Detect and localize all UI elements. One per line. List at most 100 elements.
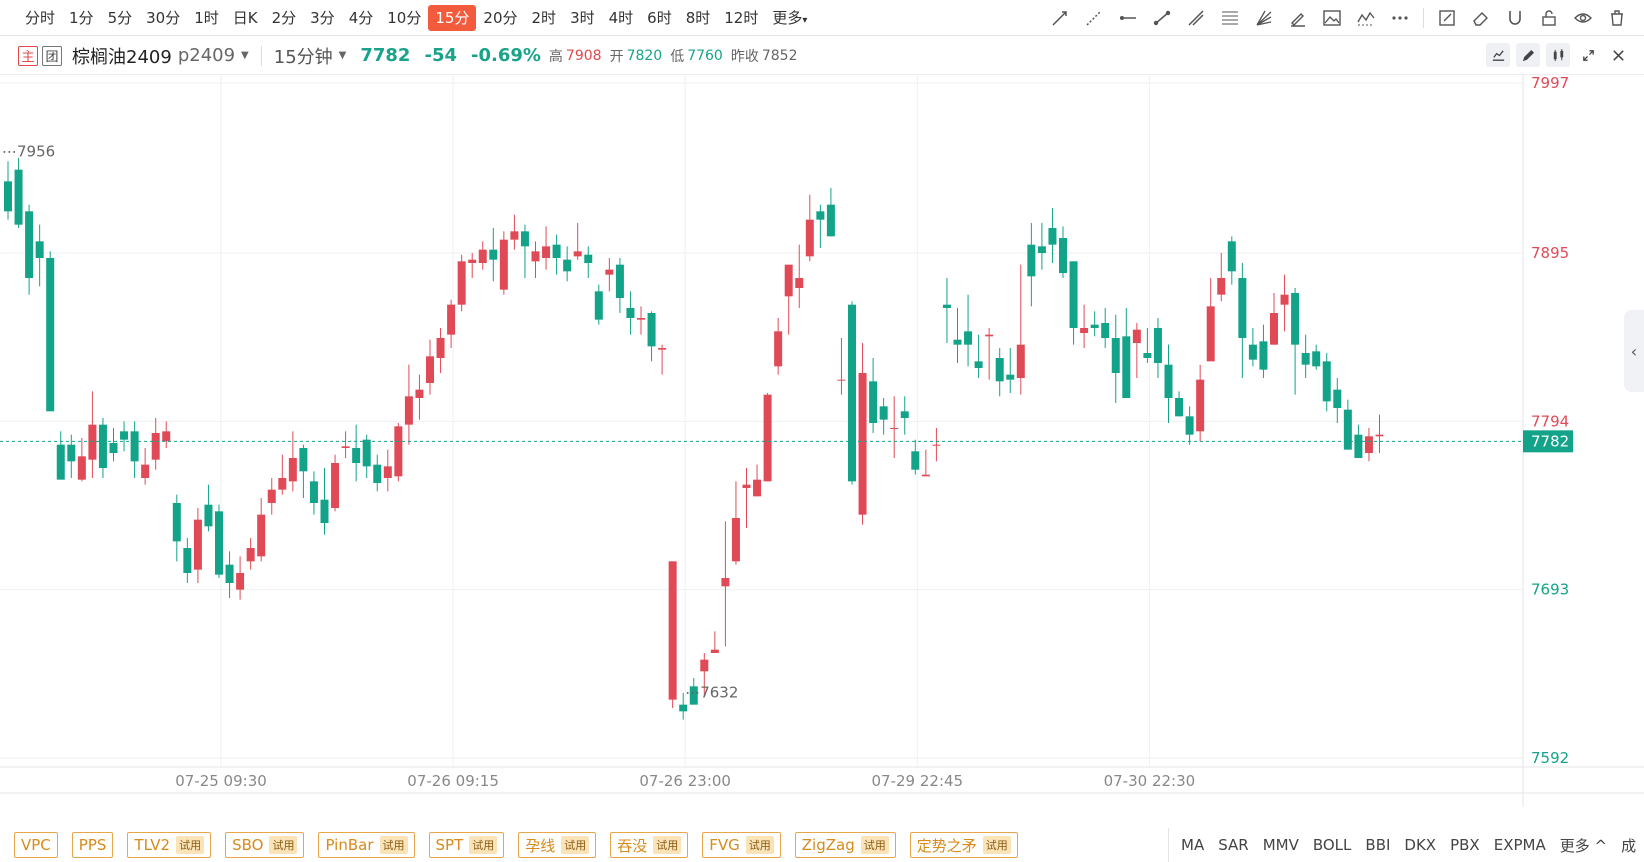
indicator-std[interactable]: BOLL <box>1312 836 1352 854</box>
period-14[interactable]: 4时 <box>608 8 634 27</box>
indicator-chip[interactable]: SBO 试用 <box>225 832 305 858</box>
lock-icon[interactable] <box>1538 7 1560 29</box>
candle <box>605 258 614 292</box>
candle-body <box>193 519 202 570</box>
candle-body <box>710 649 719 653</box>
expand-icon[interactable] <box>1576 43 1600 67</box>
indicator-std[interactable]: EXPMA <box>1493 836 1546 854</box>
candle-body <box>953 339 962 345</box>
indicator-chip[interactable]: SPT 试用 <box>428 832 505 858</box>
x-tick-label: 07-29 22:45 <box>872 772 964 790</box>
candle-body <box>658 348 667 350</box>
indicator-std[interactable]: MMV <box>1262 836 1299 854</box>
indicator-std[interactable]: 成 <box>1621 836 1637 855</box>
wave-icon[interactable] <box>1355 7 1377 29</box>
eraser-icon[interactable] <box>1470 7 1492 29</box>
symbol-dropdown-icon[interactable]: ▼ <box>241 50 249 61</box>
group-tag[interactable]: 团 <box>42 45 62 66</box>
symbol-code[interactable]: p2409 <box>177 45 236 66</box>
period-8[interactable]: 4分 <box>348 8 374 27</box>
candle-body <box>985 334 994 337</box>
brush-icon[interactable] <box>1287 7 1309 29</box>
period-18[interactable]: 更多▾ <box>772 8 808 27</box>
candle <box>278 454 287 495</box>
indicator-std[interactable]: BBI <box>1365 836 1391 854</box>
period-6[interactable]: 2分 <box>271 8 297 27</box>
edit-icon[interactable] <box>1516 43 1540 67</box>
magnet-icon[interactable] <box>1504 7 1526 29</box>
period-13[interactable]: 3时 <box>570 8 595 27</box>
trial-badge: 试用 <box>269 836 298 854</box>
period-17[interactable]: 12时 <box>724 8 759 27</box>
period-1[interactable]: 1分 <box>69 8 94 27</box>
period-4[interactable]: 1时 <box>194 8 219 27</box>
candle-body <box>1164 364 1173 398</box>
indicator-chip[interactable]: PPS <box>71 832 114 858</box>
candle-body <box>763 394 772 482</box>
note-icon[interactable] <box>1436 7 1458 29</box>
period-0[interactable]: 分时 <box>25 8 56 27</box>
period-9[interactable]: 10分 <box>387 8 422 27</box>
period-7[interactable]: 3分 <box>310 8 335 27</box>
indicator-chip[interactable]: 孕线 试用 <box>518 832 597 858</box>
candle-body <box>805 219 814 257</box>
indicator-chip[interactable]: ZigZag 试用 <box>794 832 896 858</box>
indicator-std[interactable]: MA <box>1181 836 1205 854</box>
fibonacci-icon[interactable] <box>1219 7 1241 29</box>
candle <box>1175 391 1184 417</box>
indicator-name: PinBar <box>325 836 374 854</box>
segment-line-icon[interactable] <box>1151 7 1173 29</box>
close-icon[interactable] <box>1606 43 1630 67</box>
period-15[interactable]: 6时 <box>647 8 672 27</box>
candle-body <box>563 259 572 272</box>
indicator-std[interactable]: SAR <box>1218 836 1249 854</box>
horizontal-line-icon[interactable] <box>1117 7 1139 29</box>
period-5[interactable]: 日K <box>232 8 258 27</box>
candle <box>1364 428 1373 462</box>
candle-body <box>1027 244 1036 277</box>
chart-type-icon[interactable] <box>1486 43 1510 67</box>
more-dots-icon[interactable] <box>1389 7 1411 29</box>
trend-line-icon[interactable] <box>1049 7 1071 29</box>
side-panel-toggle[interactable]: ‹ <box>1624 310 1644 392</box>
indicator-chip[interactable]: 定势之矛 试用 <box>909 832 1018 858</box>
interval-dropdown-icon[interactable]: ▼ <box>338 50 347 61</box>
chevron-left-icon: ‹ <box>1630 341 1638 361</box>
indicator-chip[interactable]: PinBar 试用 <box>318 832 415 858</box>
candle <box>510 214 519 250</box>
candle-body <box>35 241 44 258</box>
candle <box>1291 288 1300 395</box>
indicator-chip[interactable]: FVG 试用 <box>702 832 781 858</box>
period-11[interactable]: 20分 <box>483 8 518 27</box>
price-change-pct: -0.69% <box>471 45 541 66</box>
indicator-chip[interactable]: 吞没 试用 <box>610 832 689 858</box>
candle <box>98 418 107 478</box>
period-10[interactable]: 15分 <box>428 4 477 31</box>
fan-icon[interactable] <box>1253 7 1275 29</box>
indicator-std[interactable]: DKX <box>1404 836 1437 854</box>
indicator-std[interactable]: PBX <box>1450 836 1480 854</box>
candlestick-chart[interactable]: ⋯7956 ⋯7632 7997 7895 7794 7693 7592 7782 07-25… <box>0 75 1644 807</box>
settings-icon[interactable] <box>1546 43 1570 67</box>
candle <box>1343 399 1352 450</box>
period-12[interactable]: 2时 <box>531 8 557 27</box>
period-3[interactable]: 30分 <box>146 8 181 27</box>
candle <box>584 246 593 278</box>
divider <box>260 45 262 66</box>
image-icon[interactable] <box>1321 7 1343 29</box>
indicator-chip[interactable]: TLV2 试用 <box>127 832 212 858</box>
trash-icon[interactable] <box>1606 7 1628 29</box>
candle-body <box>1364 436 1373 453</box>
candle-body <box>14 169 23 225</box>
last-price-tag-text: 7782 <box>1531 432 1569 450</box>
interval-select[interactable]: 15分钟 <box>273 46 333 68</box>
period-2[interactable]: 5分 <box>107 8 133 27</box>
parallel-line-icon[interactable] <box>1185 7 1207 29</box>
eye-icon[interactable] <box>1572 7 1594 29</box>
period-16[interactable]: 8时 <box>685 8 711 27</box>
indicator-chip[interactable]: VPC <box>14 832 58 858</box>
ray-line-icon[interactable] <box>1083 7 1105 29</box>
candle-body <box>499 239 508 290</box>
candle <box>1206 278 1215 362</box>
indicator-std[interactable]: 更多 ^ <box>1559 836 1608 855</box>
